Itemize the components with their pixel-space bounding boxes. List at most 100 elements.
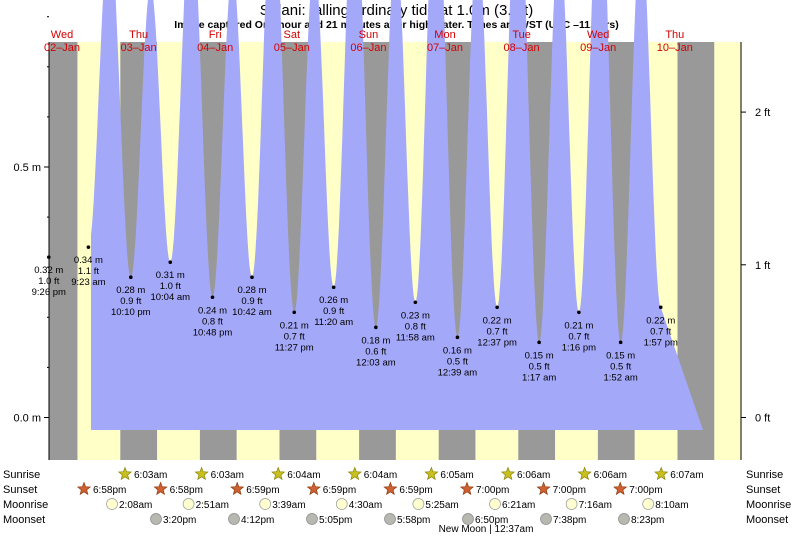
sunrise-icon <box>194 466 209 481</box>
sunrise-icon <box>500 466 516 481</box>
low-tide-meters: 0.21 m <box>280 320 309 331</box>
moonrise-icon <box>412 498 425 510</box>
low-tide-meters: 0.22 m <box>646 315 675 326</box>
low-tide-time: 10:10 pm <box>111 307 151 318</box>
low-tide-point <box>658 305 663 310</box>
low-tide-feet: 1.0 ft <box>160 281 181 292</box>
sunset-time: 7:00pm <box>629 485 662 496</box>
moonset-time: 8:23pm <box>631 515 664 526</box>
moonrise-time: 5:25am <box>425 500 458 511</box>
sunset-icon <box>459 481 475 496</box>
low-tide-meters: 0.16 m <box>443 345 472 356</box>
low-tide-point <box>413 300 418 305</box>
moonrise-time: 8:10am <box>655 500 688 511</box>
moonrise-icon <box>259 498 272 510</box>
date-label: 06–Jan <box>350 42 386 54</box>
moonrise-time: 2:51am <box>196 500 229 511</box>
low-tide-feet: 0.9 ft <box>120 296 141 307</box>
sunset-time: 6:59pm <box>246 485 279 496</box>
sunrise-time: 6:06am <box>594 470 627 481</box>
low-tide-feet: 0.7 ft <box>487 326 508 337</box>
low-tide-feet: 0.8 ft <box>405 321 426 332</box>
low-tide-time: 1:16 pm <box>562 342 596 353</box>
sunset-row-label: Sunset <box>3 484 37 496</box>
date-label: 05–Jan <box>274 42 310 54</box>
sunrise-row-label-right: Sunrise <box>746 469 783 481</box>
moonset-icon <box>462 513 474 525</box>
date-label: 02–Jan <box>44 42 80 54</box>
sunrise-time: 6:05am <box>440 470 473 481</box>
low-tide-point <box>250 275 254 280</box>
day-of-week-label: Thu <box>665 29 684 41</box>
sunrise-row-label: Sunrise <box>3 469 40 481</box>
moonset-time: 3:20pm <box>163 515 196 526</box>
low-tide-point <box>168 260 173 264</box>
day-of-week-label: Wed <box>51 29 73 41</box>
sunrise-icon <box>654 466 669 481</box>
low-tide-time: 11:27 pm <box>275 342 314 353</box>
moonset-time: 5:58pm <box>397 515 430 526</box>
sunrise-time: 6:03am <box>211 470 244 481</box>
low-tide-time: 12:37 pm <box>477 337 517 348</box>
low-tide-feet: 0.5 ft <box>610 361 631 372</box>
right-axis-label: 2 ft <box>755 107 770 119</box>
low-tide-feet: 0.9 ft <box>241 296 262 307</box>
day-of-week-label: Wed <box>587 29 609 41</box>
date-label: 07–Jan <box>427 42 463 54</box>
moonset-time: 5:05pm <box>319 515 352 526</box>
low-tide-time: 11:20 am <box>314 317 353 328</box>
moonrise-icon <box>182 498 195 510</box>
low-tide-time: 11:58 am <box>396 332 435 343</box>
sunset-row-label-right: Sunset <box>746 484 780 496</box>
low-tide-point <box>129 275 133 280</box>
low-tide-meters: 0.15 m <box>606 350 635 361</box>
sunset-time: 6:59pm <box>399 485 432 496</box>
sunrise-icon <box>577 466 592 481</box>
low-tide-point <box>331 285 336 290</box>
sunset-time: 6:59pm <box>323 485 356 496</box>
low-tide-feet: 0.9 ft <box>323 306 344 317</box>
sunset-time: 6:58pm <box>170 485 203 496</box>
low-tide-feet: 0.7 ft <box>650 326 671 337</box>
date-label: 03–Jan <box>121 42 157 54</box>
low-tide-point <box>86 245 91 249</box>
low-tide-meters: 0.23 m <box>401 310 430 321</box>
moonset-icon <box>150 513 162 525</box>
moonrise-icon <box>106 498 118 510</box>
date-label: 09–Jan <box>580 42 616 54</box>
low-tide-feet: 1.0 ft <box>38 276 59 287</box>
moonset-icon <box>306 513 318 525</box>
date-label: 10–Jan <box>657 42 693 54</box>
moonrise-icon <box>335 498 348 510</box>
moonrise-time: 3:39am <box>272 500 305 511</box>
moonrise-row-label-right: Moonrise <box>746 499 791 511</box>
date-label: 04–Jan <box>197 42 233 54</box>
tide-area <box>91 0 703 431</box>
low-tide-feet: 1.1 ft <box>78 266 99 277</box>
right-axis-label: 1 ft <box>755 260 770 272</box>
sunrise-icon <box>117 466 133 481</box>
low-tide-meters: 0.34 m <box>74 255 103 266</box>
sunset-icon <box>153 481 168 496</box>
low-tide-meters: 0.22 m <box>483 315 512 326</box>
moonset-row-label: Moonset <box>3 514 45 526</box>
low-tide-feet: 0.7 ft <box>284 331 305 342</box>
sunset-time: 7:00pm <box>476 485 509 496</box>
low-tide-time: 10:48 pm <box>193 327 233 338</box>
low-tide-time: 12:39 am <box>438 367 478 378</box>
low-tide-meters: 0.32 m <box>34 265 63 276</box>
low-tide-point <box>495 305 499 310</box>
low-tide-time: 12:03 am <box>356 357 396 368</box>
sunset-icon <box>230 481 245 496</box>
moonset-time: 4:12pm <box>241 515 274 526</box>
moonset-icon <box>228 513 240 525</box>
sunrise-time: 6:03am <box>134 470 167 481</box>
sunrise-icon <box>347 466 362 481</box>
moonset-icon <box>384 513 396 525</box>
low-tide-feet: 0.5 ft <box>529 361 550 372</box>
sunrise-time: 6:04am <box>287 470 320 481</box>
low-tide-meters: 0.28 m <box>237 285 266 296</box>
low-tide-feet: 0.5 ft <box>447 356 468 367</box>
low-tide-point <box>577 310 581 315</box>
low-tide-meters: 0.31 m <box>156 270 185 281</box>
